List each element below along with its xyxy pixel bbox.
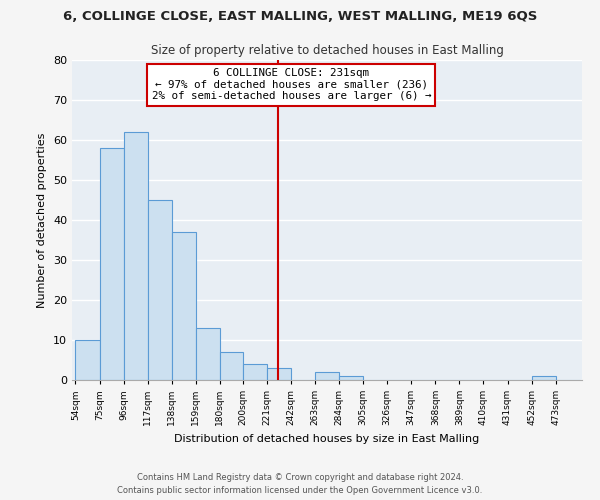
Title: Size of property relative to detached houses in East Malling: Size of property relative to detached ho… (151, 44, 503, 58)
Bar (100, 148, 124, 380)
Bar (196, 328, 220, 380)
Bar (532, 376, 556, 380)
Text: 6 COLLINGE CLOSE: 231sqm
← 97% of detached houses are smaller (236)
2% of semi-d: 6 COLLINGE CLOSE: 231sqm ← 97% of detach… (152, 68, 431, 101)
Bar (172, 232, 196, 380)
Bar (124, 132, 148, 380)
Bar (339, 376, 363, 380)
Bar (220, 352, 243, 380)
Bar (267, 368, 291, 380)
Text: 6, COLLINGE CLOSE, EAST MALLING, WEST MALLING, ME19 6QS: 6, COLLINGE CLOSE, EAST MALLING, WEST MA… (63, 10, 537, 23)
Text: Contains HM Land Registry data © Crown copyright and database right 2024.
Contai: Contains HM Land Registry data © Crown c… (118, 474, 482, 495)
Bar (315, 372, 339, 380)
X-axis label: Distribution of detached houses by size in East Malling: Distribution of detached houses by size … (175, 434, 479, 444)
Bar (76, 340, 100, 380)
Bar (148, 200, 172, 380)
Bar (243, 364, 267, 380)
Y-axis label: Number of detached properties: Number of detached properties (37, 132, 47, 308)
